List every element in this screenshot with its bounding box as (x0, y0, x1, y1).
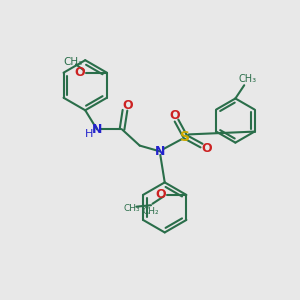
Text: CH₃: CH₃ (123, 204, 140, 213)
Text: CH₂: CH₂ (143, 207, 159, 216)
Text: O: O (170, 109, 180, 122)
Text: CH₃: CH₃ (63, 57, 83, 68)
Text: O: O (74, 66, 85, 79)
Text: CH₃: CH₃ (239, 74, 257, 84)
Text: N: N (155, 145, 166, 158)
Text: H: H (85, 129, 93, 139)
Text: N: N (92, 123, 102, 136)
Text: O: O (122, 99, 133, 112)
Text: O: O (155, 188, 166, 201)
Text: O: O (202, 142, 212, 155)
Text: S: S (180, 130, 190, 144)
